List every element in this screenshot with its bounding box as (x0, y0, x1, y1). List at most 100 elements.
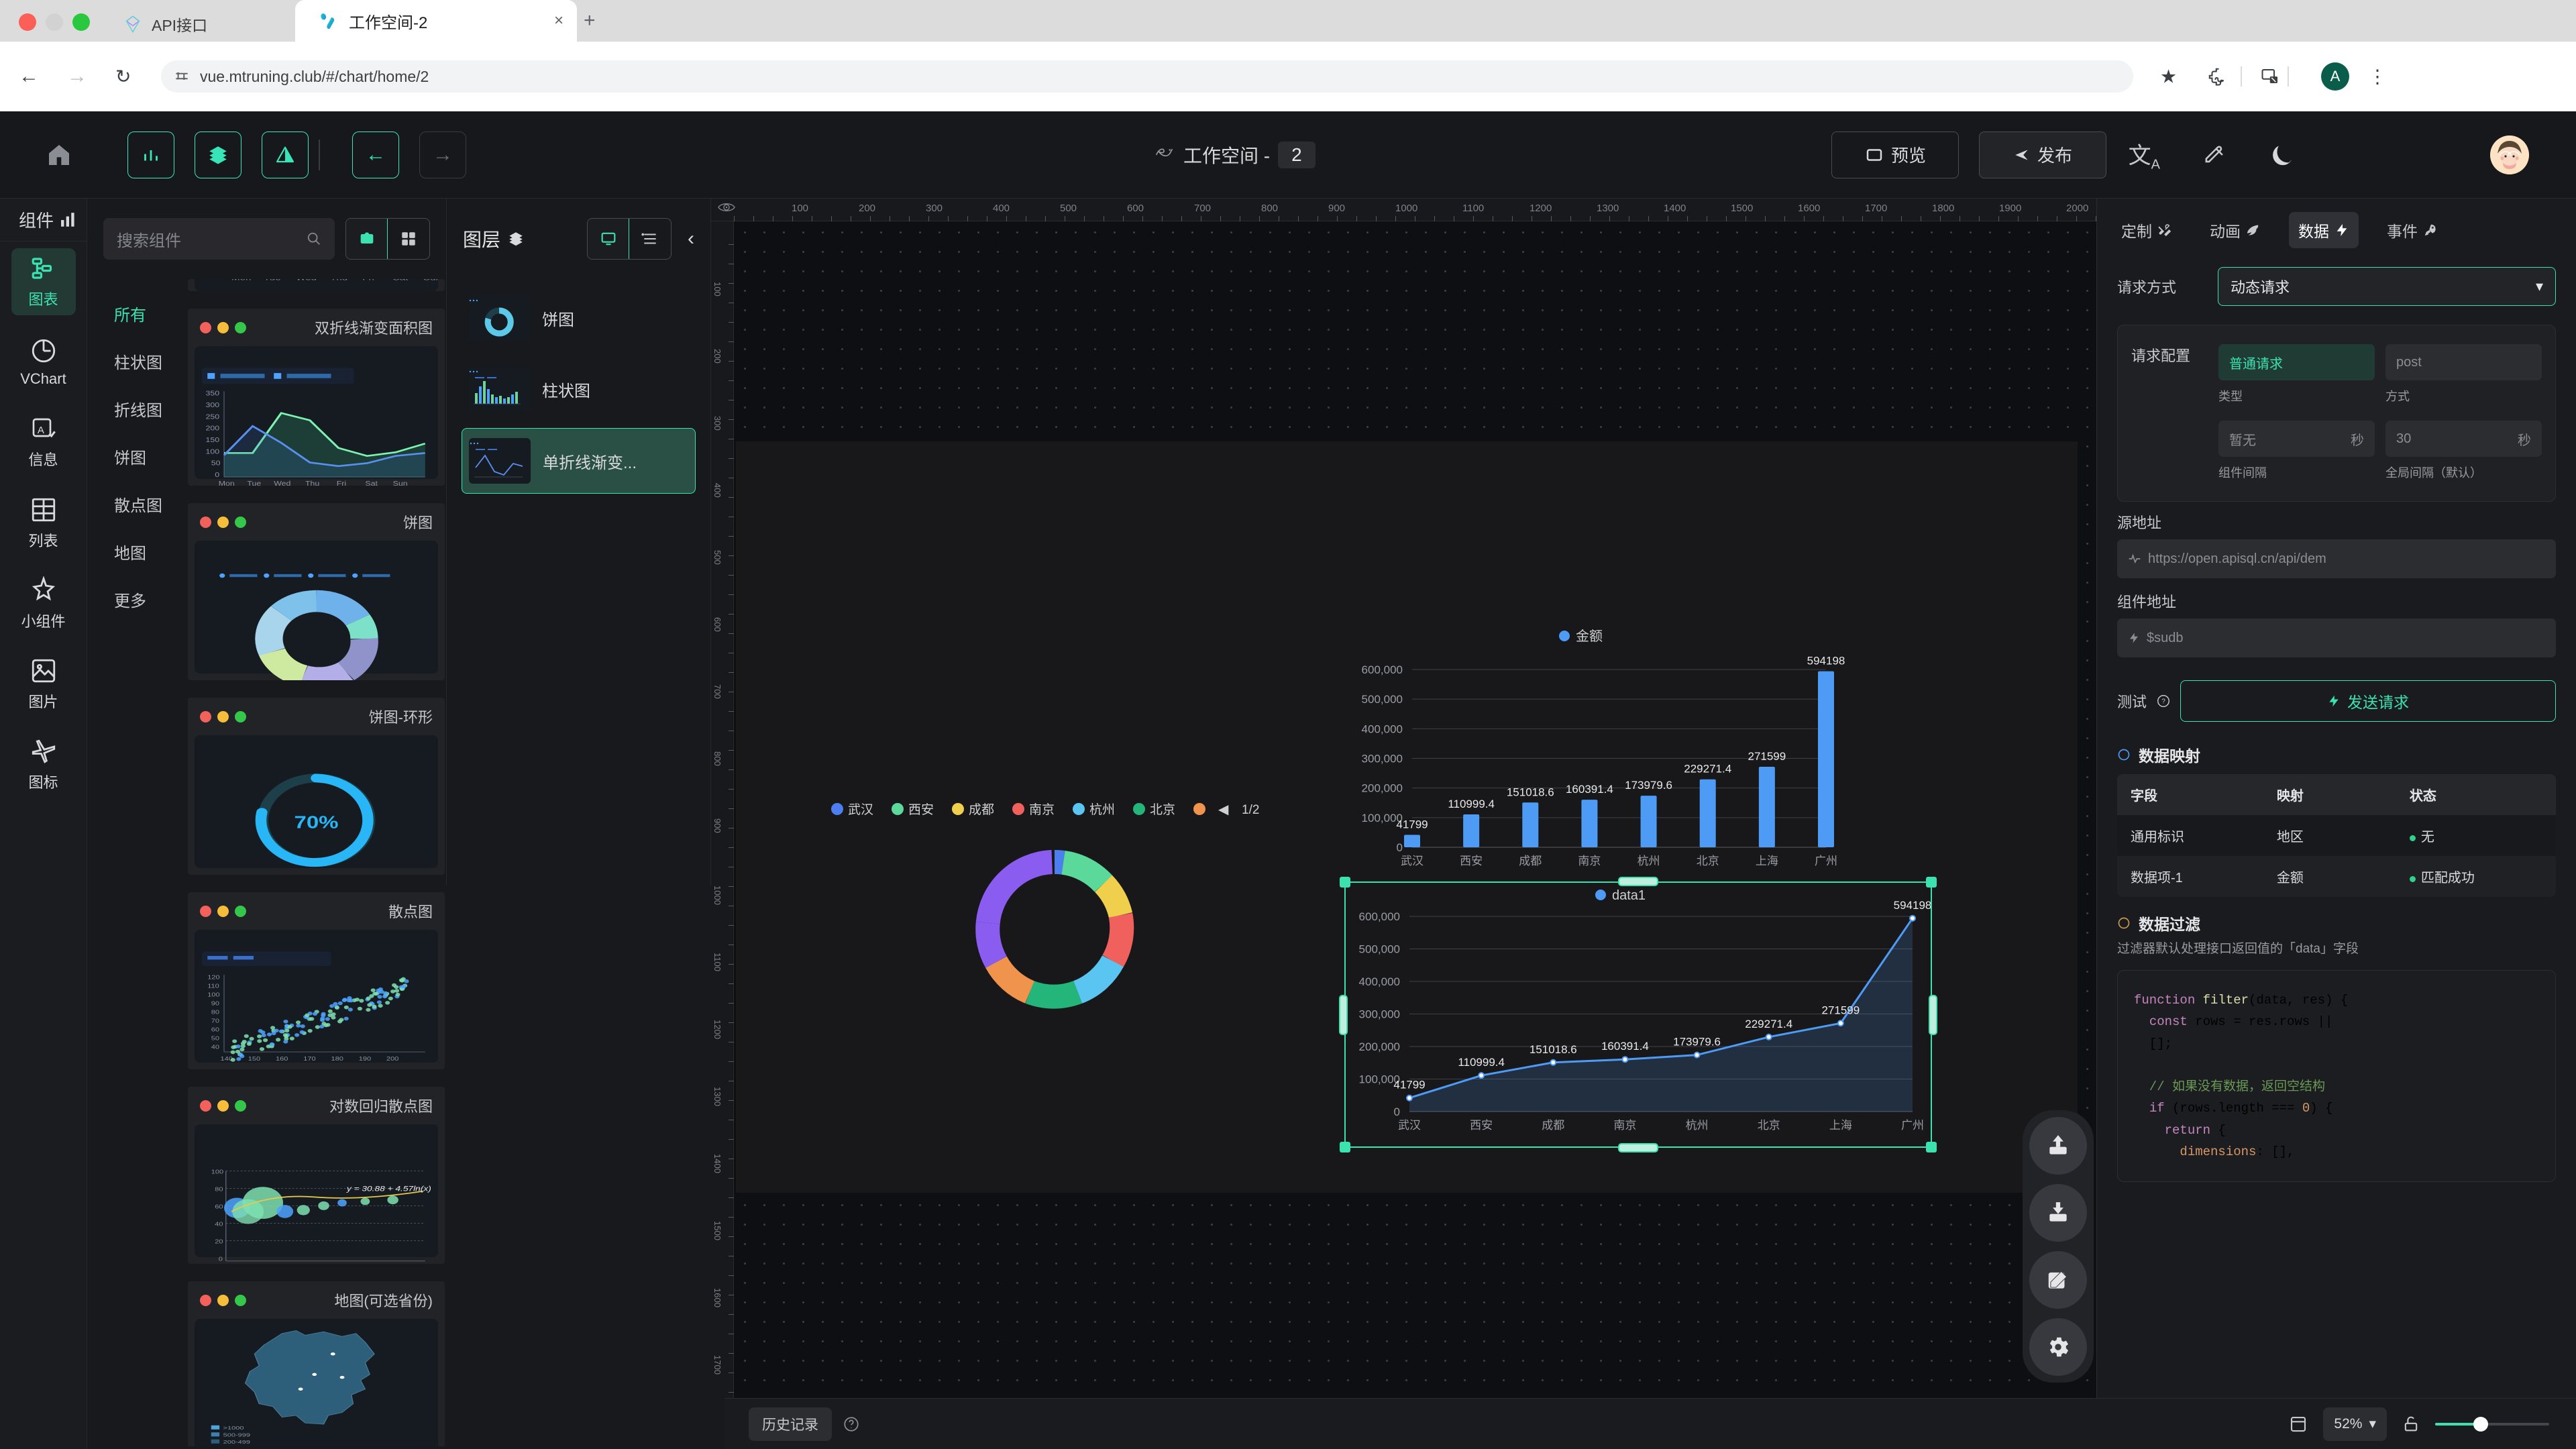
svg-text:广州: 广州 (1901, 1119, 1924, 1132)
svg-text:杭州: 杭州 (1089, 802, 1115, 817)
svg-text:151018.6: 151018.6 (1507, 786, 1554, 798)
svg-text:70: 70 (211, 1018, 220, 1025)
svg-text:0: 0 (215, 472, 219, 479)
svg-text:0: 0 (219, 1256, 223, 1263)
svg-text:武汉: 武汉 (1398, 1119, 1421, 1132)
svg-text:200,000: 200,000 (1359, 1040, 1400, 1053)
svg-text:150: 150 (248, 1056, 261, 1063)
svg-text:180: 180 (331, 1056, 344, 1063)
svg-text:500-999: 500-999 (223, 1432, 250, 1438)
svg-text:上海: 上海 (1829, 1119, 1852, 1132)
svg-text:y = 30.88 + 4.57ln(x): y = 30.88 + 4.57ln(x) (346, 1185, 431, 1193)
svg-text:170: 170 (303, 1056, 316, 1063)
svg-text:?: ? (2161, 698, 2165, 706)
svg-text:武汉: 武汉 (848, 802, 873, 817)
svg-text:200,000: 200,000 (1362, 782, 1403, 795)
svg-text:20: 20 (215, 1239, 223, 1246)
svg-text:160391.4: 160391.4 (1601, 1040, 1649, 1053)
svg-text:60: 60 (215, 1204, 223, 1211)
svg-text:500,000: 500,000 (1362, 693, 1403, 706)
svg-text:300,000: 300,000 (1362, 753, 1403, 765)
svg-text:100: 100 (211, 1169, 224, 1176)
svg-text:广州: 广州 (1815, 855, 1837, 867)
svg-text:杭州: 杭州 (1686, 1119, 1709, 1132)
svg-text:西安: 西安 (1470, 1119, 1493, 1132)
svg-text:110999.4: 110999.4 (1458, 1056, 1505, 1069)
svg-text:160391.4: 160391.4 (1566, 783, 1613, 796)
svg-text:1/2: 1/2 (1242, 803, 1259, 817)
svg-text:100: 100 (206, 449, 220, 456)
svg-text:北京: 北京 (1697, 855, 1719, 867)
svg-text:190: 190 (359, 1056, 372, 1063)
svg-text:300: 300 (206, 402, 220, 409)
svg-text:50: 50 (211, 460, 221, 468)
svg-text:Thu: Thu (330, 279, 347, 282)
svg-text:400,000: 400,000 (1362, 722, 1403, 735)
svg-text:41799: 41799 (1393, 1079, 1425, 1091)
svg-text:A: A (37, 425, 44, 436)
svg-text:70%: 70% (294, 813, 338, 833)
svg-text:250: 250 (206, 413, 220, 421)
svg-text:Thu: Thu (305, 480, 319, 486)
svg-text:南京: 南京 (1578, 855, 1601, 867)
svg-text:0: 0 (1397, 841, 1403, 854)
svg-text:600,000: 600,000 (1359, 910, 1400, 923)
svg-text:120: 120 (207, 975, 220, 981)
svg-text:北京: 北京 (1150, 802, 1175, 817)
svg-text:成都: 成都 (1519, 855, 1542, 867)
svg-text:50: 50 (211, 1036, 220, 1042)
svg-text:100: 100 (207, 992, 220, 999)
svg-text:杭州: 杭州 (1638, 855, 1660, 867)
svg-text:西安: 西安 (908, 802, 934, 817)
svg-text:41799: 41799 (1396, 818, 1428, 831)
svg-text:Wed: Wed (296, 279, 317, 282)
svg-text:80: 80 (215, 1187, 223, 1193)
svg-text:Sun: Sun (393, 480, 408, 486)
svg-text:594198: 594198 (1894, 899, 1932, 912)
svg-text:Wed: Wed (274, 480, 290, 486)
svg-text:武汉: 武汉 (1401, 855, 1424, 867)
svg-text:500,000: 500,000 (1359, 943, 1400, 956)
svg-text:350: 350 (206, 390, 220, 398)
svg-text:110999.4: 110999.4 (1448, 798, 1495, 810)
svg-text:160: 160 (276, 1056, 288, 1063)
svg-text:60: 60 (211, 1027, 220, 1034)
svg-text:金额: 金额 (1576, 629, 1603, 644)
svg-text:北京: 北京 (1758, 1119, 1780, 1132)
svg-text:Fri: Fri (337, 480, 346, 486)
svg-text:◀: ◀ (1218, 802, 1229, 817)
svg-text:229271.4: 229271.4 (1745, 1018, 1792, 1030)
svg-text:200: 200 (386, 1056, 399, 1063)
svg-text:173979.6: 173979.6 (1625, 779, 1672, 792)
svg-text:271599: 271599 (1748, 750, 1786, 763)
svg-text:300,000: 300,000 (1359, 1008, 1400, 1021)
svg-text:229271.4: 229271.4 (1684, 763, 1731, 775)
svg-text:600,000: 600,000 (1362, 663, 1403, 676)
svg-text:data1: data1 (1612, 888, 1646, 903)
svg-text:Sat: Sat (365, 480, 378, 486)
svg-text:150: 150 (206, 437, 220, 444)
svg-text:上海: 上海 (1756, 855, 1778, 867)
svg-text:400,000: 400,000 (1359, 975, 1400, 988)
svg-text:Tue: Tue (247, 480, 261, 486)
svg-text:110: 110 (207, 983, 219, 990)
svg-text:成都: 成都 (1542, 1119, 1564, 1132)
svg-text:40: 40 (211, 1044, 220, 1051)
svg-text:Sat: Sat (393, 279, 409, 282)
svg-text:0: 0 (1394, 1106, 1400, 1118)
svg-text:Mon: Mon (231, 279, 251, 282)
svg-text:成都: 成都 (969, 802, 994, 817)
svg-text:南京: 南京 (1613, 1119, 1636, 1132)
svg-text:>1000: >1000 (223, 1426, 244, 1431)
svg-text:Tue: Tue (264, 279, 280, 282)
svg-text:594198: 594198 (1807, 655, 1845, 667)
svg-text:Mon: Mon (219, 480, 235, 486)
svg-text:200-499: 200-499 (223, 1440, 250, 1445)
svg-text:200: 200 (206, 425, 220, 433)
svg-text:271599: 271599 (1821, 1004, 1860, 1016)
svg-text:90: 90 (211, 1001, 220, 1008)
svg-text:151018.6: 151018.6 (1529, 1043, 1577, 1056)
svg-text:西安: 西安 (1460, 855, 1483, 867)
svg-text:173979.6: 173979.6 (1673, 1036, 1721, 1049)
svg-text:Sun: Sun (423, 279, 438, 282)
